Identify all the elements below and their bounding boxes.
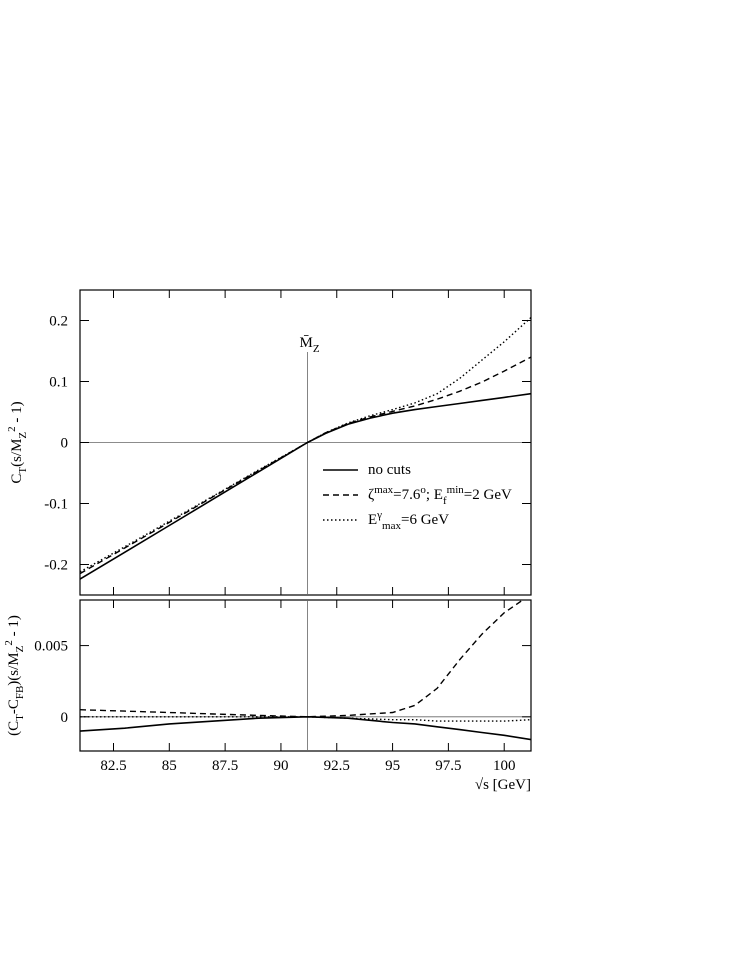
y-label: (CT-CFB)(s/MZ2 - 1) <box>3 615 26 736</box>
text-part: max <box>374 484 393 496</box>
text-part: Z <box>14 645 26 652</box>
text-part: M̄ <box>300 335 313 351</box>
x-tick-label: 97.5 <box>435 758 461 774</box>
y-tick-label: 0.005 <box>34 639 68 655</box>
text-part: - 1) <box>6 615 22 640</box>
text-part: γ <box>376 509 382 521</box>
x-tick-label: 95 <box>385 758 400 774</box>
plot-area <box>80 316 531 580</box>
y-tick-label: 0.1 <box>49 375 68 391</box>
rich-text: M̄Z <box>300 335 320 355</box>
text-part: 2 <box>6 426 18 432</box>
text-part: Z <box>313 343 320 355</box>
text-part: 2 <box>3 640 15 646</box>
x-tick-label: 82.5 <box>100 758 126 774</box>
curve <box>80 356 531 575</box>
rich-text: Eγmax=6 GeV <box>368 509 449 532</box>
text-part: (s/M <box>9 439 25 467</box>
text-part: FB <box>14 686 26 699</box>
text-part: =2 GeV <box>464 487 512 503</box>
y-tick-label: 0 <box>61 436 69 452</box>
y-label: CT(s/MZ2 - 1) <box>6 401 29 483</box>
x-tick-label: 87.5 <box>212 758 238 774</box>
curve <box>80 392 531 580</box>
rich-text: CT(s/MZ2 - 1) <box>6 401 29 483</box>
x-tick-label: 90 <box>273 758 288 774</box>
y-tick-label: 0 <box>61 710 69 726</box>
text-part: E <box>368 512 377 528</box>
text-part: Z <box>17 432 29 439</box>
curve <box>80 600 524 718</box>
text-part: C <box>9 474 25 484</box>
text-part: T <box>14 714 26 721</box>
x-tick-label: 100 <box>493 758 516 774</box>
y-tick-label: -0.2 <box>44 558 68 574</box>
rich-text: no cuts <box>368 462 411 478</box>
text-part: (C <box>6 721 22 736</box>
curve <box>80 715 531 741</box>
text-part: =7.6 <box>393 487 421 503</box>
plot-area <box>80 600 531 741</box>
curve <box>80 316 531 573</box>
text-part: max <box>382 520 401 532</box>
text-part: -C <box>6 699 22 714</box>
text-part: =6 GeV <box>401 512 449 528</box>
axes-frame <box>79 599 532 752</box>
rich-text: ζmax=7.6o; Efmin=2 GeV <box>368 484 512 507</box>
y-tick-label: 0.2 <box>49 314 68 330</box>
x-label: √s [GeV] <box>475 777 531 793</box>
text-part: T <box>17 467 29 474</box>
x-tick-label: 85 <box>162 758 177 774</box>
y-tick-label: -0.1 <box>44 497 68 513</box>
text-part: min <box>447 484 465 496</box>
x-tick-label: 92.5 <box>324 758 350 774</box>
text-part: ; E <box>426 487 443 503</box>
text-part: f <box>443 495 447 507</box>
text-part: - 1) <box>9 401 25 426</box>
rich-text: (CT-CFB)(s/MZ2 - 1) <box>3 615 26 736</box>
text-part: )(s/M <box>6 652 22 685</box>
curve <box>80 716 531 722</box>
text-part: ζ <box>368 487 374 503</box>
text-part: no cuts <box>368 462 411 478</box>
text-part: o <box>420 484 426 496</box>
